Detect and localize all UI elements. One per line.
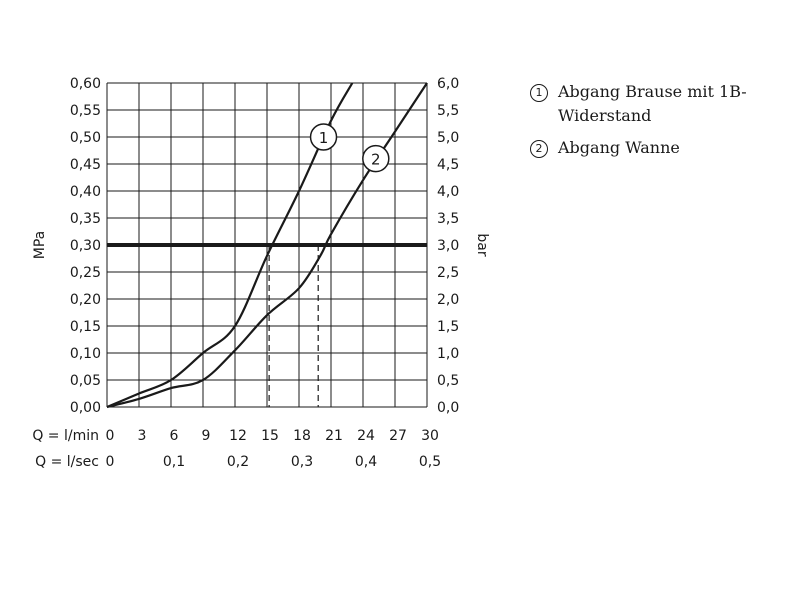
right-tick-label: 4,0 <box>437 184 459 200</box>
x-lmin-tick-label: 6 <box>170 428 179 444</box>
right-tick-label: 1,0 <box>437 346 459 362</box>
right-tick-label: 2,5 <box>437 265 459 281</box>
left-tick-label: 0,00 <box>70 400 101 416</box>
right-axis-label: bar <box>474 233 490 256</box>
left-tick-label: 0,15 <box>70 319 101 335</box>
left-axis-label: MPa <box>32 231 48 259</box>
x-lmin-tick-label: 18 <box>293 428 311 444</box>
curve-marker-label-1: 1 <box>319 129 329 147</box>
legend-label-2: Abgang Wanne <box>558 138 680 157</box>
x-lmin-tick-label: 30 <box>421 428 439 444</box>
x-lmin-tick-label: 27 <box>389 428 407 444</box>
legend-label-1: Abgang Brause mit 1B- Widerstand <box>558 82 747 125</box>
left-tick-label: 0,40 <box>70 184 101 200</box>
x-lmin-tick-label: 9 <box>202 428 211 444</box>
curve-marker-2 <box>362 144 390 173</box>
right-tick-label: 4,5 <box>437 157 459 173</box>
right-tick-label: 0,0 <box>437 400 459 416</box>
legend: 1 Abgang Brause mit 1B- Widerstand 2 Abg… <box>530 80 780 168</box>
legend-item-1: 1 Abgang Brause mit 1B- Widerstand <box>530 80 780 128</box>
left-tick-label: 0,35 <box>70 211 101 227</box>
x-lmin-tick-label: 3 <box>138 428 147 444</box>
left-tick-label: 0,50 <box>70 130 101 146</box>
x-lmin-tick-label: 24 <box>357 428 375 444</box>
left-tick-label: 0,55 <box>70 103 101 119</box>
left-tick-label: 0,30 <box>70 238 101 254</box>
right-tick-label: 5,5 <box>437 103 459 119</box>
left-tick-label: 0,10 <box>70 346 101 362</box>
left-tick-label: 0,45 <box>70 157 101 173</box>
curve-marker-1 <box>309 123 338 151</box>
x-axis-lmin-label: Q = l/min <box>32 428 99 444</box>
x-lsec-tick-label: 0,1 <box>163 454 185 470</box>
x-lsec-tick-label: 0,2 <box>227 454 249 470</box>
x-lmin-tick-label: 15 <box>261 428 279 444</box>
curve-marker-label-2: 2 <box>371 151 381 169</box>
left-tick-label: 0,20 <box>70 292 101 308</box>
x-lsec-tick-label: 0 <box>106 454 115 470</box>
x-lmin-tick-label: 21 <box>325 428 343 444</box>
right-tick-label: 1,5 <box>437 319 459 335</box>
left-tick-label: 0,05 <box>70 373 101 389</box>
x-axis-lsec-label: Q = l/sec <box>35 454 99 470</box>
legend-marker-1: 1 <box>530 84 548 102</box>
left-tick-label: 0,60 <box>70 76 101 92</box>
right-tick-label: 6,0 <box>437 76 459 92</box>
right-tick-label: 0,5 <box>437 373 459 389</box>
x-lsec-tick-label: 0,5 <box>419 454 441 470</box>
legend-marker-2: 2 <box>530 140 548 158</box>
x-lsec-tick-label: 0,4 <box>355 454 377 470</box>
right-tick-label: 3,0 <box>437 238 459 254</box>
right-tick-label: 5,0 <box>437 130 459 146</box>
right-tick-label: 2,0 <box>437 292 459 308</box>
x-lmin-tick-label: 0 <box>106 428 115 444</box>
curve-2 <box>106 82 428 409</box>
legend-item-2: 2 Abgang Wanne <box>530 136 780 160</box>
left-tick-label: 0,25 <box>70 265 101 281</box>
x-lsec-tick-label: 0,3 <box>291 454 313 470</box>
x-lmin-tick-label: 12 <box>229 428 247 444</box>
right-tick-label: 3,5 <box>437 211 459 227</box>
